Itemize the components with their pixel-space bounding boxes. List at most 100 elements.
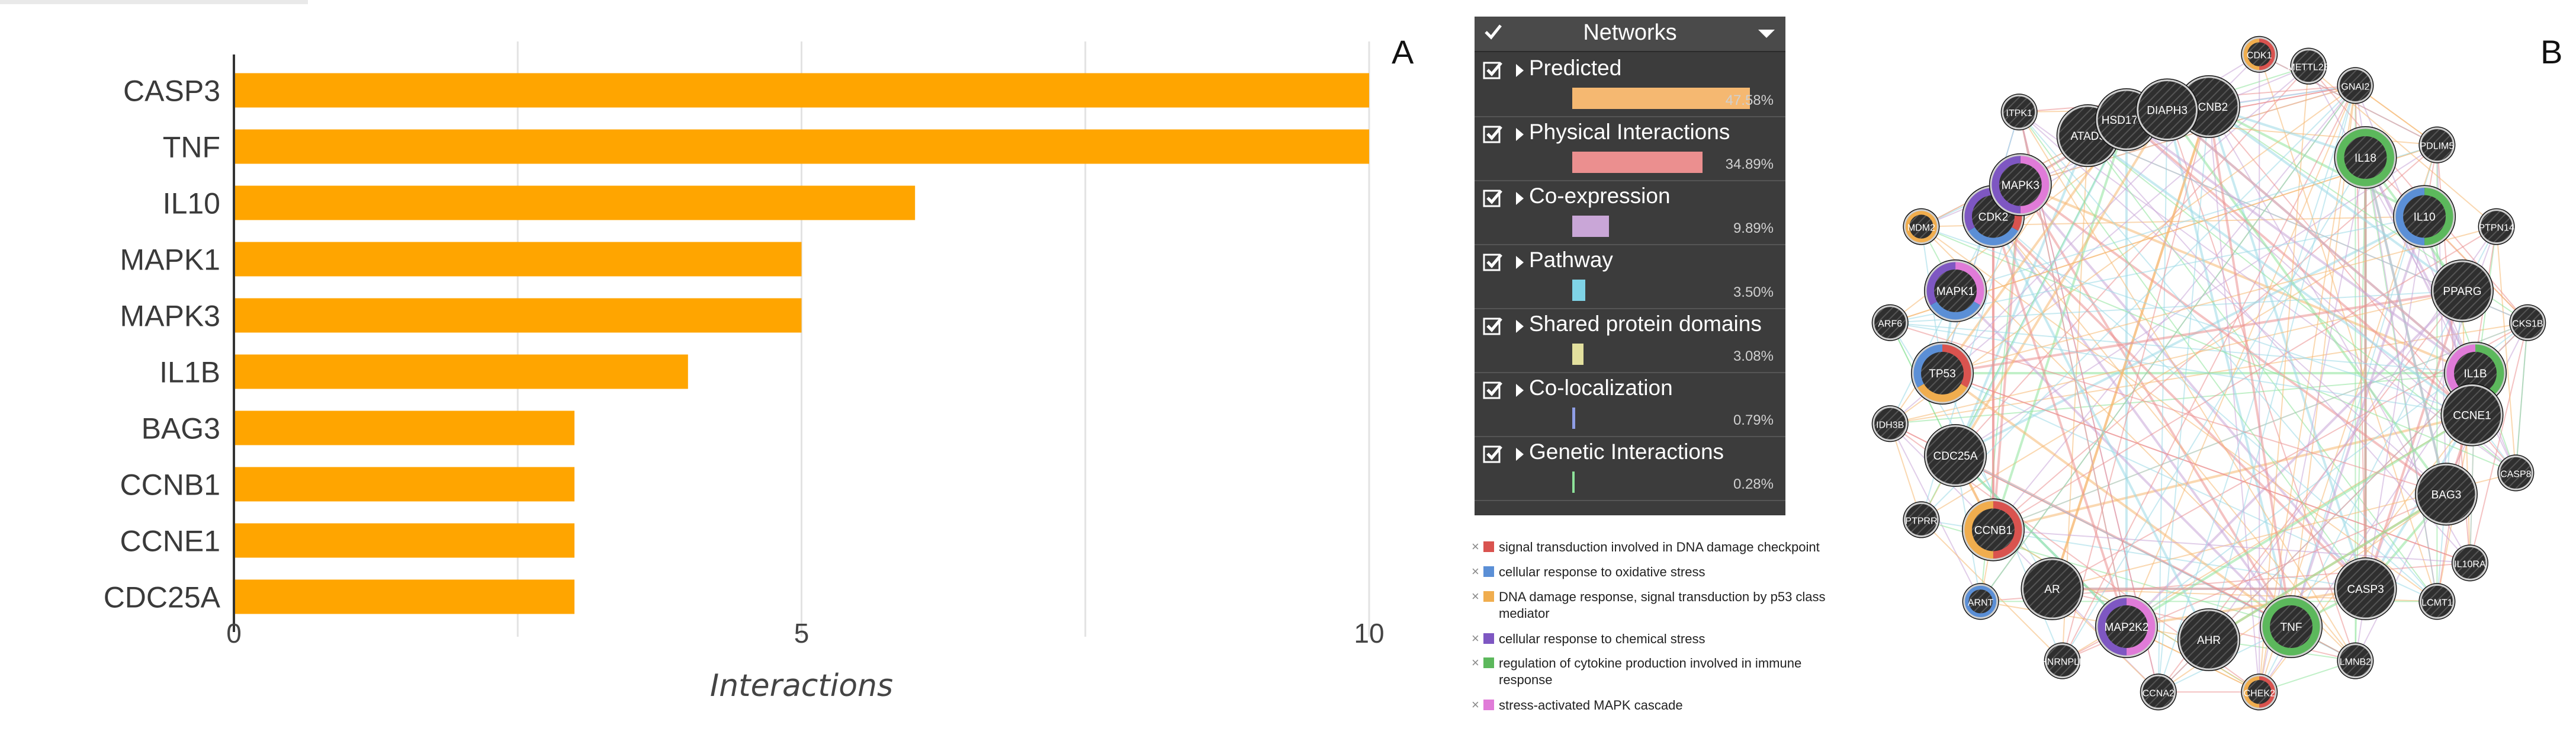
- node-map2k2[interactable]: MAP2K2: [2095, 595, 2158, 658]
- network-row-genetic-interactions[interactable]: Genetic Interactions 0.28%: [1475, 436, 1785, 501]
- expand-arrow-icon[interactable]: [1516, 128, 1524, 141]
- horizontal-scrollbar[interactable]: [0, 0, 308, 4]
- node-core: [2336, 559, 2395, 619]
- node-core: [1904, 503, 1938, 537]
- node-lmnb2[interactable]: LMNB2: [2337, 642, 2374, 679]
- network-edge: [2290, 216, 2426, 627]
- network-edge: [2166, 110, 2293, 627]
- node-ptprr[interactable]: PTPRR: [1903, 501, 1940, 538]
- remove-icon[interactable]: ×: [1472, 564, 1479, 579]
- network-row-predicted[interactable]: Predicted 47.58%: [1475, 52, 1785, 117]
- node-cdc25a[interactable]: CDC25A: [1924, 424, 1987, 487]
- network-row-shared-protein-domains[interactable]: Shared protein domains 3.08%: [1475, 308, 1785, 373]
- legend-swatch: [1483, 566, 1494, 577]
- node-cdk1[interactable]: CDK1: [2241, 36, 2278, 73]
- checkbox-icon[interactable]: [1483, 380, 1503, 400]
- node-hnrnpll[interactable]: HNRNPLL: [2040, 642, 2084, 679]
- network-edge: [1993, 216, 2438, 602]
- network-edge: [1889, 216, 1994, 424]
- checkbox-icon[interactable]: [1483, 188, 1503, 208]
- expand-arrow-icon[interactable]: [1516, 256, 1524, 269]
- node-core: [2179, 610, 2238, 669]
- node-label: IL18: [2355, 152, 2376, 165]
- node-cks1b[interactable]: CKS1B: [2509, 304, 2546, 341]
- node-label: CDC25A: [1933, 450, 1978, 463]
- node-ccna2[interactable]: CCNA2: [2140, 673, 2177, 711]
- category-label: BAG3: [142, 412, 220, 445]
- node-tp53[interactable]: TP53: [1911, 342, 1974, 405]
- network-row-co-localization[interactable]: Co-localization 0.79%: [1475, 372, 1785, 437]
- chevron-down-icon[interactable]: [1758, 30, 1775, 38]
- network-edge: [2166, 109, 2447, 495]
- node-arf6[interactable]: ARF6: [1871, 304, 1909, 341]
- node-itpk1[interactable]: ITPK1: [2000, 94, 2038, 131]
- node-idh3b[interactable]: IDH3B: [1871, 405, 1909, 442]
- expand-arrow-icon[interactable]: [1516, 384, 1524, 397]
- node-arnt[interactable]: ARNT: [1962, 583, 1999, 620]
- node-core: [2479, 210, 2513, 243]
- node-il10[interactable]: IL10: [2393, 185, 2456, 248]
- node-pparg[interactable]: PPARG: [2430, 259, 2494, 322]
- network-edge: [1890, 322, 2472, 416]
- node-core: [1999, 163, 2042, 206]
- network-weight-bar: [1572, 88, 1750, 109]
- node-ring: [2441, 384, 2503, 445]
- node-ar[interactable]: AR: [2021, 557, 2084, 621]
- network-edge: [1890, 290, 2463, 425]
- node-mdm2[interactable]: MDM2: [1903, 208, 1940, 245]
- remove-icon[interactable]: ×: [1472, 631, 1479, 646]
- expand-arrow-icon[interactable]: [1516, 64, 1524, 77]
- node-diaph3[interactable]: DIAPH3: [2135, 78, 2199, 142]
- node-mettl2b[interactable]: METTL2B: [2287, 47, 2330, 85]
- checkbox-icon[interactable]: [1483, 316, 1503, 336]
- node-casp8[interactable]: CASP8: [2497, 454, 2535, 492]
- network-row-physical-interactions[interactable]: Physical Interactions 34.89%: [1475, 116, 1785, 181]
- network-row-pathway[interactable]: Pathway 3.50%: [1475, 244, 1785, 309]
- node-ring: [1925, 260, 1986, 322]
- node-ptpn14[interactable]: PTPN14: [2478, 208, 2515, 245]
- node-ring: [2335, 127, 2397, 188]
- network-edge: [2364, 290, 2463, 589]
- remove-icon[interactable]: ×: [1472, 589, 1479, 604]
- network-weight-bar: [1572, 344, 1584, 365]
- legend-swatch: [1483, 633, 1494, 644]
- networks-panel-header[interactable]: Networks: [1475, 17, 1785, 52]
- network-row-co-expression[interactable]: Co-expression 9.89%: [1475, 180, 1785, 245]
- bar-mapk1: [234, 242, 802, 277]
- node-il18[interactable]: IL18: [2334, 126, 2397, 189]
- node-label: CCNE1: [2453, 409, 2491, 422]
- checkbox-icon[interactable]: [1483, 252, 1503, 272]
- checkbox-icon[interactable]: [1483, 444, 1503, 464]
- checkbox-icon[interactable]: [1483, 124, 1503, 145]
- node-ccne1[interactable]: CCNE1: [2440, 383, 2504, 447]
- node-label: TP53: [1929, 368, 1955, 380]
- node-il10ra[interactable]: IL10RA: [2451, 544, 2488, 582]
- remove-icon[interactable]: ×: [1472, 539, 1479, 554]
- node-casp3[interactable]: CASP3: [2334, 557, 2397, 621]
- node-tnf[interactable]: TNF: [2260, 595, 2323, 658]
- bar-chart-svg: CASP3 TNF IL10 MAPK1 MAPK3 IL1B BAG3 CCNB1 CCNE1…: [104, 41, 1385, 704]
- network-edge: [2364, 157, 2477, 374]
- expand-arrow-icon[interactable]: [1516, 448, 1524, 461]
- node-gnai2[interactable]: GNAI2: [2337, 67, 2374, 104]
- node-bag3[interactable]: BAG3: [2414, 463, 2478, 526]
- node-ahr[interactable]: AHR: [2177, 608, 2240, 671]
- node-label: CCNA2: [2143, 688, 2174, 698]
- node-mapk1[interactable]: MAPK1: [1924, 259, 1987, 322]
- node-lcmt1[interactable]: LCMT1: [2418, 583, 2456, 620]
- node-chek2[interactable]: CHEK2: [2241, 673, 2278, 711]
- bar-bag3: [234, 410, 575, 445]
- expand-arrow-icon[interactable]: [1516, 320, 1524, 333]
- remove-icon[interactable]: ×: [1472, 655, 1479, 670]
- node-pdlim5[interactable]: PDLIM5: [2418, 126, 2456, 163]
- network-edge: [1993, 144, 2438, 531]
- node-core: [1968, 589, 1993, 614]
- node-mapk3[interactable]: MAPK3: [1989, 153, 2052, 216]
- node-ccnb1[interactable]: CCNB1: [1961, 498, 2025, 562]
- network-edge: [1941, 372, 2292, 628]
- remove-icon[interactable]: ×: [1472, 697, 1479, 712]
- checkbox-icon[interactable]: [1483, 60, 1503, 81]
- node-label: CDK1: [2247, 51, 2272, 61]
- expand-arrow-icon[interactable]: [1516, 192, 1524, 205]
- node-ring: [1872, 305, 1908, 341]
